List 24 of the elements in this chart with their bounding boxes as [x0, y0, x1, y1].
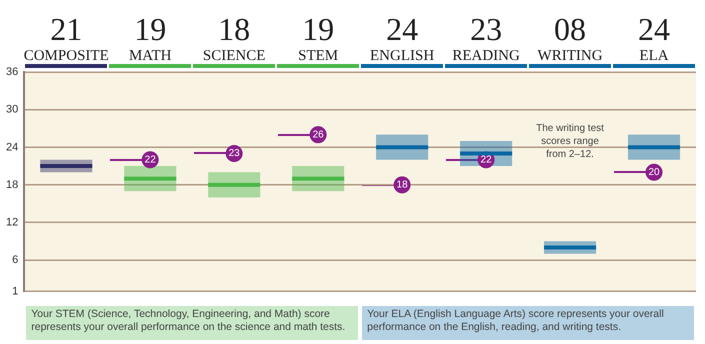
data-label: 18 — [396, 180, 408, 191]
y-tick-label: 30 — [6, 104, 18, 116]
x-tick-label: 19 STEM — [298, 11, 338, 64]
y-tick-label: 1 — [12, 285, 18, 298]
x-tick-label: 23 READING — [452, 11, 520, 64]
y-tick-label: 36 — [6, 66, 18, 78]
x-tick-label: 24 ENGLISH — [370, 11, 434, 64]
y-tick-label: 18 — [6, 178, 18, 191]
x-tick-label: 18 SCIENCE — [202, 11, 266, 64]
x-tick-label: 08 WRITING — [538, 11, 603, 64]
annotation: The writing test scores range from 2–12. — [536, 122, 604, 161]
y-tick-label: 12 — [6, 216, 18, 228]
y-tick-label: 24 — [6, 141, 18, 154]
data-label: 23 — [228, 148, 240, 160]
text: Your ELA (English Language Arts) score represents your overall performance on the English, reading, and writing tests. — [362, 306, 694, 340]
text: Your STEM (Science, Technology, Engineering, and Math) score represents your overall performance on the science and math tests. — [26, 306, 358, 340]
data-label: 26 — [312, 129, 324, 140]
x-tick-label: 21 COMPOSITE — [24, 11, 109, 64]
data-label: 20 — [648, 167, 660, 178]
y-tick-label: 6 — [12, 254, 18, 266]
data-label: 22 — [144, 154, 156, 166]
x-tick-label: 24 ELA — [638, 11, 670, 64]
x-tick-label: 19 MATH — [128, 11, 172, 64]
data-label: 22 — [480, 154, 492, 166]
